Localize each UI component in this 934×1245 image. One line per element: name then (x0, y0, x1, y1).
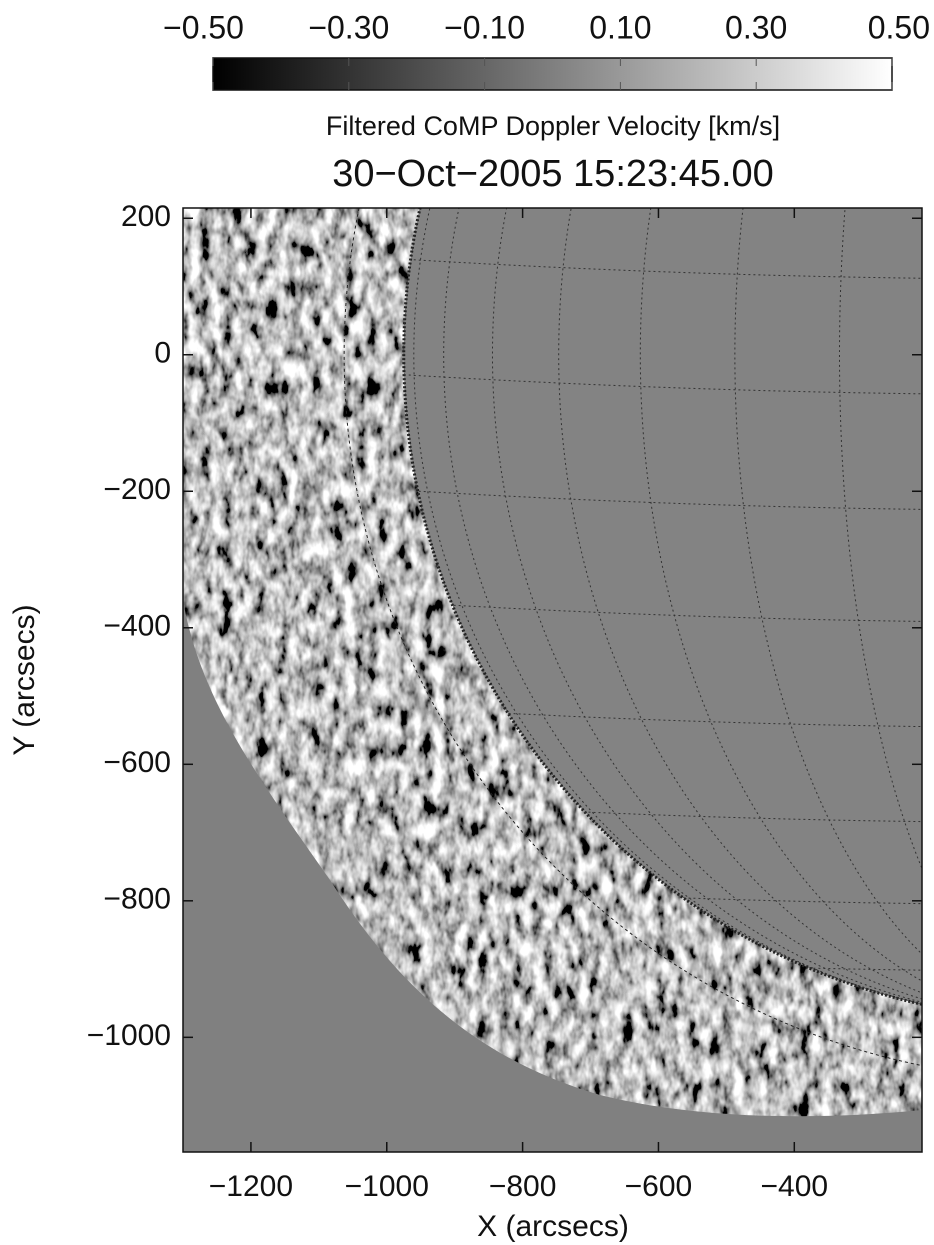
x-tick-label: −1200 (209, 1170, 293, 1203)
y-tick-label: −200 (103, 473, 171, 506)
colorbar (212, 57, 893, 91)
image (183, 208, 922, 1152)
x-tick-label: −600 (625, 1170, 693, 1203)
meridian (558, 208, 922, 1021)
colorbar-tick-label: −0.30 (308, 9, 389, 45)
x-tick-label: −400 (761, 1170, 829, 1203)
plot-frame (182, 207, 923, 1153)
subtitle: Filtered CoMP Doppler Velocity [km/s] (326, 111, 780, 141)
colorbar-tick-label: −0.10 (444, 9, 525, 45)
y-tick-label: 200 (121, 200, 171, 233)
y-tick-label: −800 (103, 883, 171, 916)
y-tick-label: −1000 (87, 1019, 171, 1052)
y-tick-label: 0 (154, 337, 171, 370)
colorbar-tick-label: 0.10 (589, 9, 651, 45)
heliographic-grid (403, 208, 922, 1021)
colorbar-tick-label: 0.30 (725, 9, 787, 45)
y-tick-label: −400 (103, 610, 171, 643)
x-tick-label: −1000 (345, 1170, 429, 1203)
chart-title: 30−Oct−2005 15:23:45.00 (332, 153, 774, 195)
y-axis-label: Y (arcsecs) (8, 604, 41, 755)
y-tick-label: −600 (103, 746, 171, 779)
colorbar-tick-label: 0.50 (868, 9, 930, 45)
colorbar-tick-label: −0.50 (163, 9, 244, 45)
x-tick-label: −800 (489, 1170, 557, 1203)
x-axis-label: X (arcsecs) (477, 1210, 629, 1243)
